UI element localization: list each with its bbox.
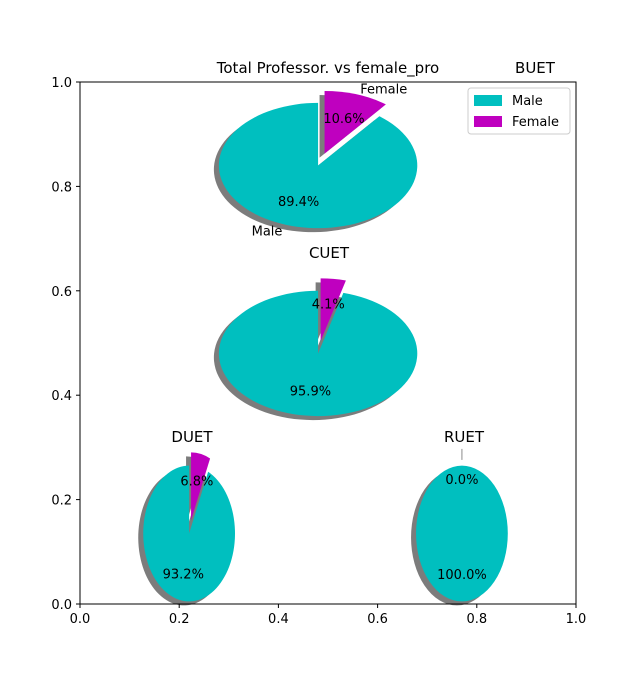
pie-wedge-label: Male bbox=[252, 225, 283, 240]
pie-pct-label: 100.0% bbox=[437, 568, 487, 583]
pie-title-ruet: RUET bbox=[444, 428, 485, 446]
x-tick-label: 0.6 bbox=[367, 612, 388, 627]
pie-wedge-male bbox=[218, 102, 418, 229]
y-tick-label: 0.6 bbox=[51, 285, 72, 300]
pie-wedge-male bbox=[218, 290, 418, 417]
pie-ruet: 100.0% 0.0% bbox=[411, 448, 508, 606]
x-tick-label: 0.0 bbox=[70, 612, 91, 627]
legend-label: Female bbox=[512, 115, 559, 130]
legend-label: Male bbox=[512, 94, 543, 109]
pie-pct-label: 95.9% bbox=[290, 385, 331, 400]
pie-wedge-male bbox=[143, 465, 236, 602]
x-tick-label: 1.0 bbox=[566, 612, 587, 627]
legend: Male Female bbox=[467, 87, 571, 135]
pie-pct-label: 4.1% bbox=[312, 298, 345, 313]
x-tick-label: 0.2 bbox=[169, 612, 190, 627]
pie-wedge-label: Female bbox=[360, 83, 407, 98]
legend-swatch bbox=[474, 116, 502, 127]
y-tick-label: 0.0 bbox=[51, 598, 72, 613]
x-tick-label: 0.8 bbox=[466, 612, 487, 627]
pie-pct-label: 89.4% bbox=[278, 195, 319, 210]
y-tick-label: 0.8 bbox=[51, 180, 72, 195]
pie-charts: 89.4% Male 10.6% Female 95.9% 4.1% 93.2% 6.8% 10… bbox=[138, 59, 556, 606]
y-tick-label: 0.2 bbox=[51, 494, 72, 509]
pie-pct-label: 93.2% bbox=[163, 567, 204, 582]
pie-title-cuet: CUET bbox=[309, 244, 350, 262]
pie-buet: 89.4% Male 10.6% Female bbox=[213, 83, 418, 240]
pie-pct-label: 6.8% bbox=[180, 474, 213, 489]
pie-wedge-female bbox=[324, 91, 386, 154]
figure-title: Total Professor. vs female_pro bbox=[216, 59, 439, 78]
legend-swatch bbox=[474, 95, 502, 106]
x-tick-label: 0.4 bbox=[268, 612, 289, 627]
pie-pct-label: 0.0% bbox=[445, 473, 478, 488]
axes-frame bbox=[79, 81, 577, 605]
pie-title-buet: BUET bbox=[515, 59, 556, 77]
pie-pct-label: 10.6% bbox=[323, 112, 364, 127]
y-tick-label: 0.4 bbox=[51, 389, 72, 404]
y-tick-label: 1.0 bbox=[51, 76, 72, 91]
pie-duet: 93.2% 6.8% bbox=[138, 452, 236, 606]
axis-ticks: 0.0 0.2 0.4 0.6 0.8 1.0 0.0 0.2 0.4 0.6 0.8 1.0 bbox=[51, 76, 586, 627]
pie-wedge-female bbox=[191, 452, 211, 521]
pie-wedge-female bbox=[320, 278, 346, 342]
pie-wedge-male bbox=[416, 465, 508, 602]
pie-cuet: 95.9% 4.1% bbox=[213, 278, 418, 421]
pie-title-duet: DUET bbox=[171, 428, 213, 446]
